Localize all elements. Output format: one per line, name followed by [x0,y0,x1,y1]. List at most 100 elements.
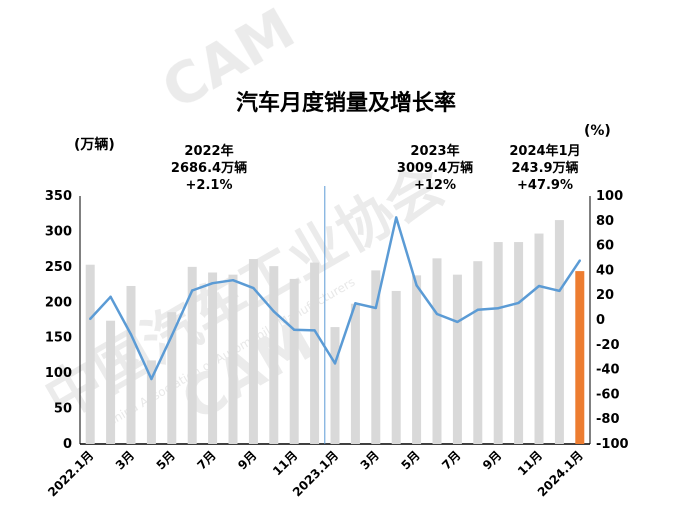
y-left-tick-100: 100 [45,366,72,381]
bar-25 [575,271,585,444]
growth-rate-point-21 [497,307,500,310]
x-tick-5: 5月 [154,448,178,472]
growth-rate-point-8 [231,278,235,282]
bar-7 [208,272,218,444]
bar-6 [187,266,197,444]
annotation-2024-line-1: 2024年1月 [509,143,580,159]
bar-18 [432,258,442,444]
bar-24 [554,220,564,444]
growth-rate-series [89,216,581,381]
bar-8 [228,274,238,444]
bar-4 [146,360,156,444]
bar-20 [473,261,483,444]
x-tick-11: 11月 [270,448,300,478]
y-right-tick-80: 80 [596,214,614,229]
bar-14 [350,303,360,444]
growth-rate-point-9 [252,286,255,290]
growth-rate-point-15 [374,306,377,310]
x-tick-23: 11月 [515,448,545,478]
growth-rate-point-25 [578,259,581,262]
bar-17 [412,275,422,444]
y-left-tick-150: 150 [45,331,72,346]
growth-rate-point-22 [517,301,520,305]
bar-3 [126,285,136,444]
bar-23 [534,233,544,444]
growth-rate-point-1 [89,317,92,321]
y-left-tick-350: 350 [45,189,72,204]
annotation-2023: 2023年 3009.4万辆 +12% [397,143,473,193]
growth-rate-point-16 [395,216,398,219]
annotation-2022-line-2: 2686.4万辆 [171,160,247,176]
annotation-2023-line-1: 2023年 [410,143,459,159]
chart-title: 汽车月度销量及增长率 [236,90,456,116]
growth-rate-point-2 [109,295,112,299]
bar-19 [452,274,462,444]
growth-rate-point-20 [476,308,479,312]
bar-15 [371,270,381,444]
y-left-tick-300: 300 [45,224,72,239]
growth-rate-point-24 [558,289,561,293]
y-right-tick--20: -20 [596,338,620,353]
y-right-tick--60: -60 [596,387,620,402]
bar-22 [514,242,524,444]
bar-16 [391,290,401,444]
bar-13 [330,327,340,444]
y-right-ticks: -100 -80 -60 -40 -20 0 20 40 60 80 100 [596,189,629,452]
annotation-2022-line-3: +2.1% [186,178,233,193]
bar-5 [167,312,177,444]
x-tick-15: 3月 [358,448,382,472]
annotation-2023-line-3: +12% [414,178,456,193]
y-right-tick-40: 40 [596,263,614,278]
growth-rate-point-11 [293,328,296,331]
bar-2 [106,320,116,444]
x-tick-7: 7月 [194,448,218,472]
x-tick-17: 5月 [398,448,422,472]
bars-series [85,220,585,444]
y-left-tick-50: 50 [54,402,72,417]
bar-21 [493,242,503,444]
y-right-tick-100: 100 [596,189,623,204]
annotation-2024-line-3: +47.9% [517,178,573,193]
growth-rate-point-5 [170,334,173,337]
growth-rate-point-19 [456,320,459,324]
y-left-tick-200: 200 [45,295,72,310]
x-tick-21: 9月 [480,448,504,472]
y-right-unit-label: (%) [584,123,611,139]
annotation-2024-line-2: 243.9万辆 [511,160,578,176]
bar-9 [248,259,258,444]
growth-rate-point-10 [272,310,275,313]
x-tick-3: 3月 [113,448,137,472]
growth-rate-point-14 [354,302,357,305]
growth-rate-point-3 [129,333,133,336]
y-right-tick--40: -40 [596,363,620,378]
growth-rate-point-7 [211,281,214,285]
y-right-tick--80: -80 [596,412,620,427]
x-tick-19: 7月 [439,448,463,472]
y-right-tick-60: 60 [596,239,614,254]
y-right-tick--100: -100 [596,437,629,452]
x-tick-9: 9月 [235,448,259,472]
growth-rate-point-6 [191,289,194,292]
bar-12 [310,262,320,444]
growth-rate-point-17 [415,284,418,287]
annotation-2022-line-1: 2022年 [184,143,233,159]
annotation-2024-jan: 2024年1月 243.9万辆 +47.9% [509,143,580,193]
bar-1 [85,264,95,444]
y-left-unit-label: (万辆) [74,136,115,153]
growth-rate-point-18 [435,312,439,316]
y-left-tick-250: 250 [45,260,72,275]
bar-10 [269,266,279,444]
annotation-2023-line-2: 3009.4万辆 [397,160,473,176]
x-tick-1: 2022.1月 [45,448,96,499]
y-right-tick-20: 20 [596,288,614,303]
annotation-2022: 2022年 2686.4万辆 +2.1% [171,143,247,193]
y-left-ticks: 0 50 100 150 200 250 300 350 [45,189,72,452]
y-right-tick-0: 0 [596,313,605,328]
y-left-tick-0: 0 [63,437,72,452]
growth-rate-point-4 [150,377,153,381]
growth-rate-point-13 [333,362,337,365]
growth-rate-point-23 [537,284,541,288]
growth-rate-point-12 [313,329,316,332]
